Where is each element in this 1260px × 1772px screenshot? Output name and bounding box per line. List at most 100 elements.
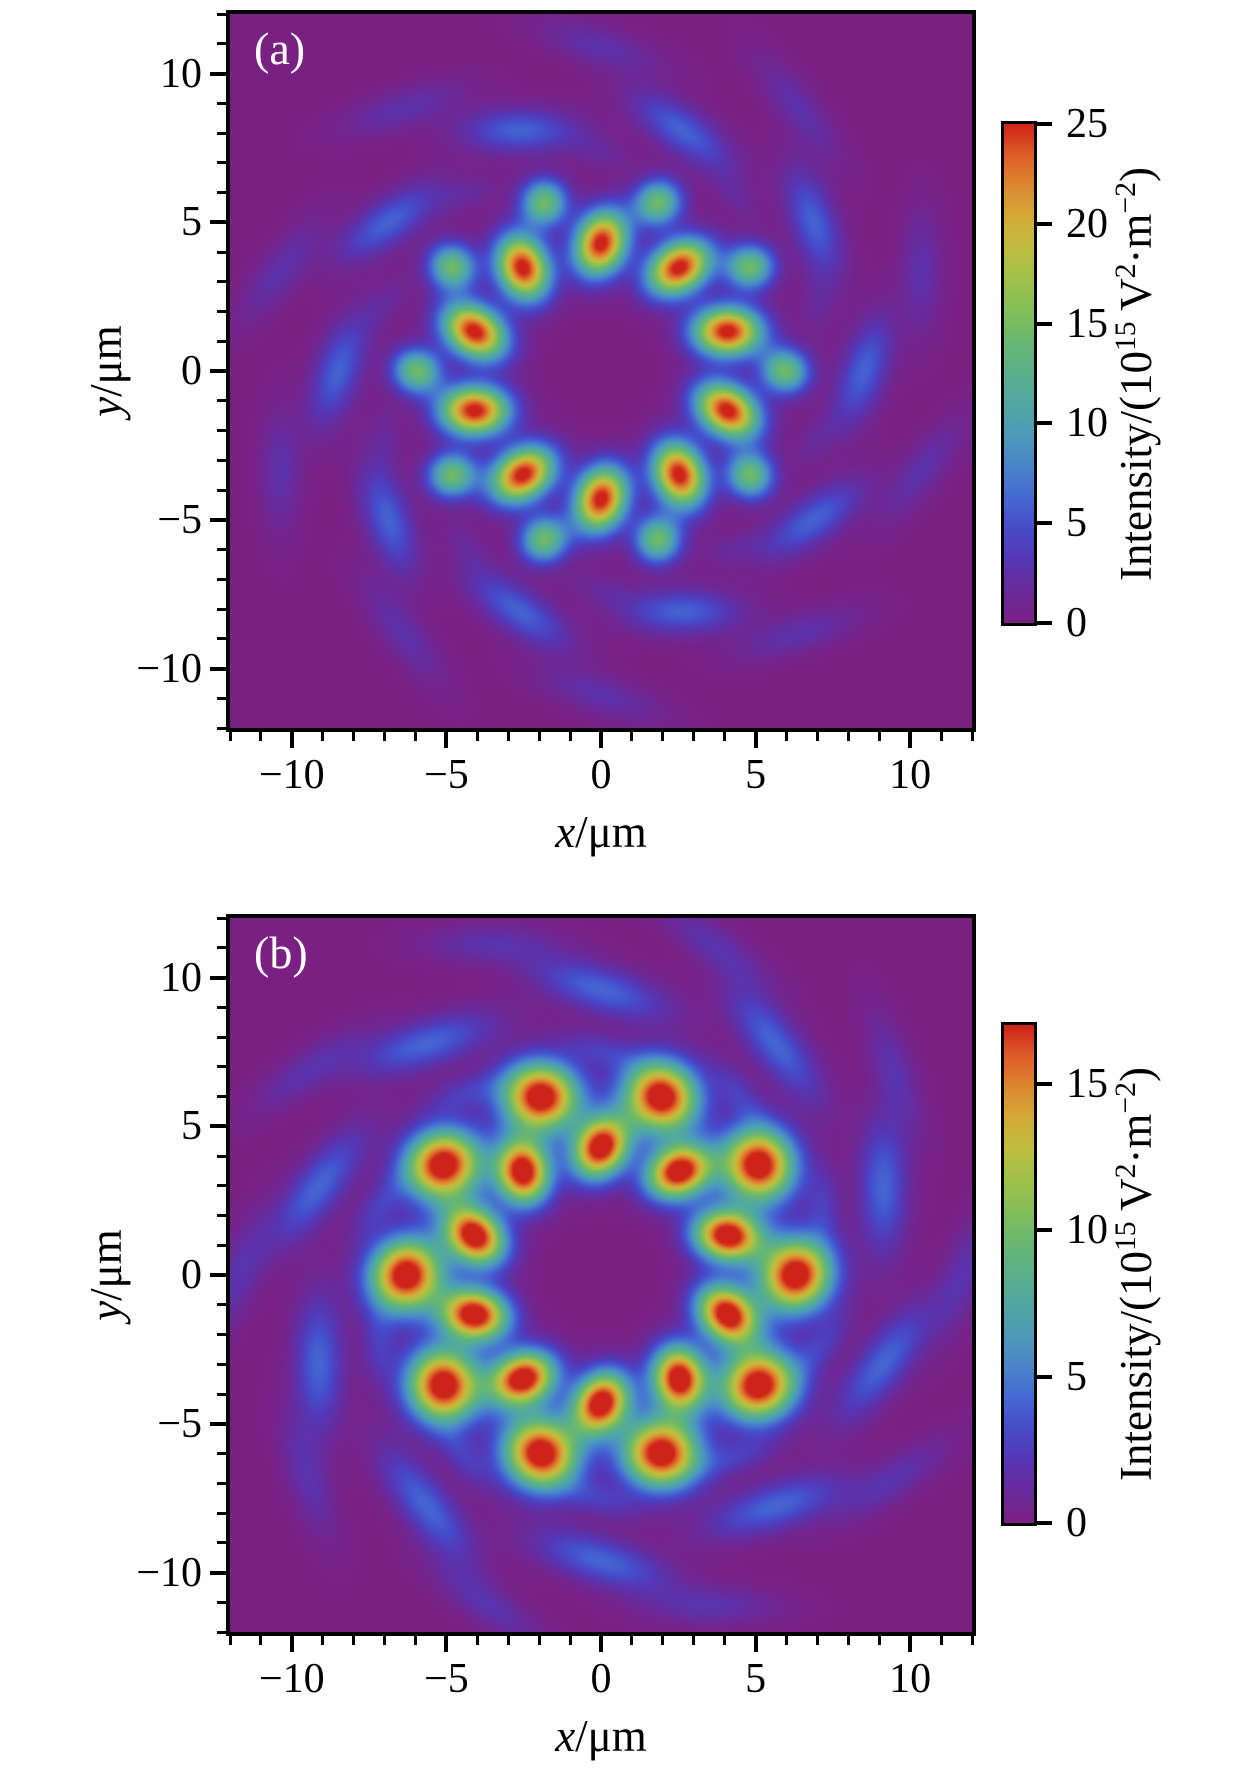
label-text: y: [81, 1300, 131, 1321]
y-tick-label: 0: [181, 1252, 202, 1298]
x-minor-tick: [475, 1636, 479, 1645]
x-minor-tick: [785, 732, 788, 741]
y-minor-tick: [217, 1303, 226, 1307]
y-minor-tick: [217, 191, 226, 194]
x-minor-tick: [692, 732, 696, 741]
x-minor-tick: [815, 1636, 819, 1645]
plot-area-a: (a): [226, 10, 976, 732]
y-minor-tick: [217, 577, 226, 581]
label-text: ): [1111, 1066, 1161, 1082]
label-text: Intensity/(10: [1111, 1251, 1161, 1482]
y-minor-tick: [217, 42, 226, 46]
colorbar-tick: [1037, 1081, 1052, 1086]
y-minor-tick: [217, 1452, 226, 1455]
superscript-text: 15: [1109, 1221, 1142, 1252]
y-minor-tick: [217, 1511, 226, 1515]
x-minor-tick: [414, 1636, 417, 1645]
x-minor-tick: [475, 732, 479, 741]
colorbar-a: [1001, 121, 1037, 626]
y-minor-tick: [217, 916, 226, 920]
y-minor-tick: [217, 1184, 226, 1188]
x-minor-tick: [352, 732, 356, 741]
y-minor-tick: [217, 548, 226, 551]
x-major-tick: [599, 1636, 603, 1652]
x-minor-tick: [970, 1636, 974, 1645]
x-major-tick: [444, 732, 449, 748]
colorbar-label-b: Intensity/(1015 V2·m−2): [1110, 1067, 1162, 1481]
y-major-tick: [210, 369, 226, 373]
x-minor-tick: [383, 732, 387, 741]
colorbar-tick: [1037, 1521, 1052, 1525]
y-minor-tick: [217, 1005, 226, 1009]
heatmap-canvas-b: [230, 918, 972, 1632]
label-text: /μm: [575, 807, 647, 857]
x-minor-tick: [815, 732, 819, 741]
x-minor-tick: [692, 1636, 696, 1645]
colorbar-tick-label: 10: [1066, 400, 1108, 447]
y-minor-tick: [217, 101, 226, 105]
y-major-tick: [210, 220, 226, 225]
y-minor-tick: [217, 12, 226, 16]
y-tick-label: −10: [136, 645, 202, 692]
x-minor-tick: [877, 732, 881, 741]
x-minor-tick: [228, 732, 232, 741]
label-text: /μm: [81, 1229, 131, 1301]
x-minor-tick: [723, 1636, 727, 1645]
y-minor-tick: [217, 488, 226, 492]
y-minor-tick: [217, 429, 226, 432]
x-minor-tick: [259, 732, 263, 741]
x-minor-tick: [568, 1636, 572, 1645]
y-minor-tick: [217, 250, 226, 254]
x-tick-label: 0: [590, 1656, 612, 1702]
x-tick-label: 5: [745, 1656, 767, 1702]
colorbar-tick: [1037, 1374, 1052, 1379]
y-minor-tick: [217, 1541, 226, 1545]
colorbar-tick-label: 10: [1066, 1207, 1108, 1254]
colorbar-tick: [1037, 521, 1052, 526]
colorbar-tick-label: 15: [1066, 300, 1108, 347]
y-major-tick: [210, 1570, 226, 1575]
y-minor-tick: [217, 1600, 226, 1604]
x-major-tick: [289, 1636, 294, 1652]
y-minor-tick: [217, 458, 226, 462]
colorbar-tick-label: 5: [1066, 1353, 1087, 1400]
x-tick-label: 10: [889, 1656, 932, 1702]
label-text: V: [1111, 1178, 1161, 1222]
y-tick-label: 10: [160, 50, 202, 97]
x-minor-tick: [630, 1636, 634, 1645]
x-tick-label: −5: [424, 1656, 469, 1702]
y-major-tick: [210, 1273, 226, 1277]
x-minor-tick: [939, 732, 943, 741]
x-minor-tick: [785, 1636, 788, 1645]
y-minor-tick: [217, 607, 226, 611]
x-minor-tick: [506, 1636, 510, 1645]
x-minor-tick: [321, 1636, 325, 1645]
y-axis-label-b: y/μm: [80, 1229, 132, 1321]
colorbar-b: [1001, 1022, 1037, 1526]
panel-label-b: (b): [254, 927, 308, 978]
x-tick-label: 10: [889, 752, 932, 798]
y-tick-label: −5: [157, 1400, 202, 1447]
y-tick-label: 0: [181, 348, 202, 394]
plot-area-b: (b): [226, 914, 976, 1636]
y-major-tick: [210, 1124, 226, 1129]
y-tick-label: 10: [160, 954, 202, 1001]
x-minor-tick: [259, 1636, 263, 1645]
x-major-tick: [753, 1636, 758, 1652]
y-major-tick: [210, 71, 226, 76]
x-minor-tick: [661, 1636, 665, 1645]
x-major-tick: [908, 732, 913, 748]
y-minor-tick: [217, 1243, 226, 1247]
x-minor-tick: [661, 732, 665, 741]
y-tick-label: 5: [181, 199, 202, 246]
x-major-tick: [444, 1636, 449, 1652]
x-axis-label-a: x/μm: [230, 806, 972, 858]
superscript-text: 2: [1109, 1163, 1142, 1179]
y-minor-tick: [217, 310, 226, 313]
y-minor-tick: [217, 280, 226, 284]
y-tick-label: −10: [136, 1549, 202, 1596]
x-minor-tick: [630, 732, 634, 741]
x-major-tick: [599, 732, 603, 748]
y-minor-tick: [217, 1035, 226, 1039]
